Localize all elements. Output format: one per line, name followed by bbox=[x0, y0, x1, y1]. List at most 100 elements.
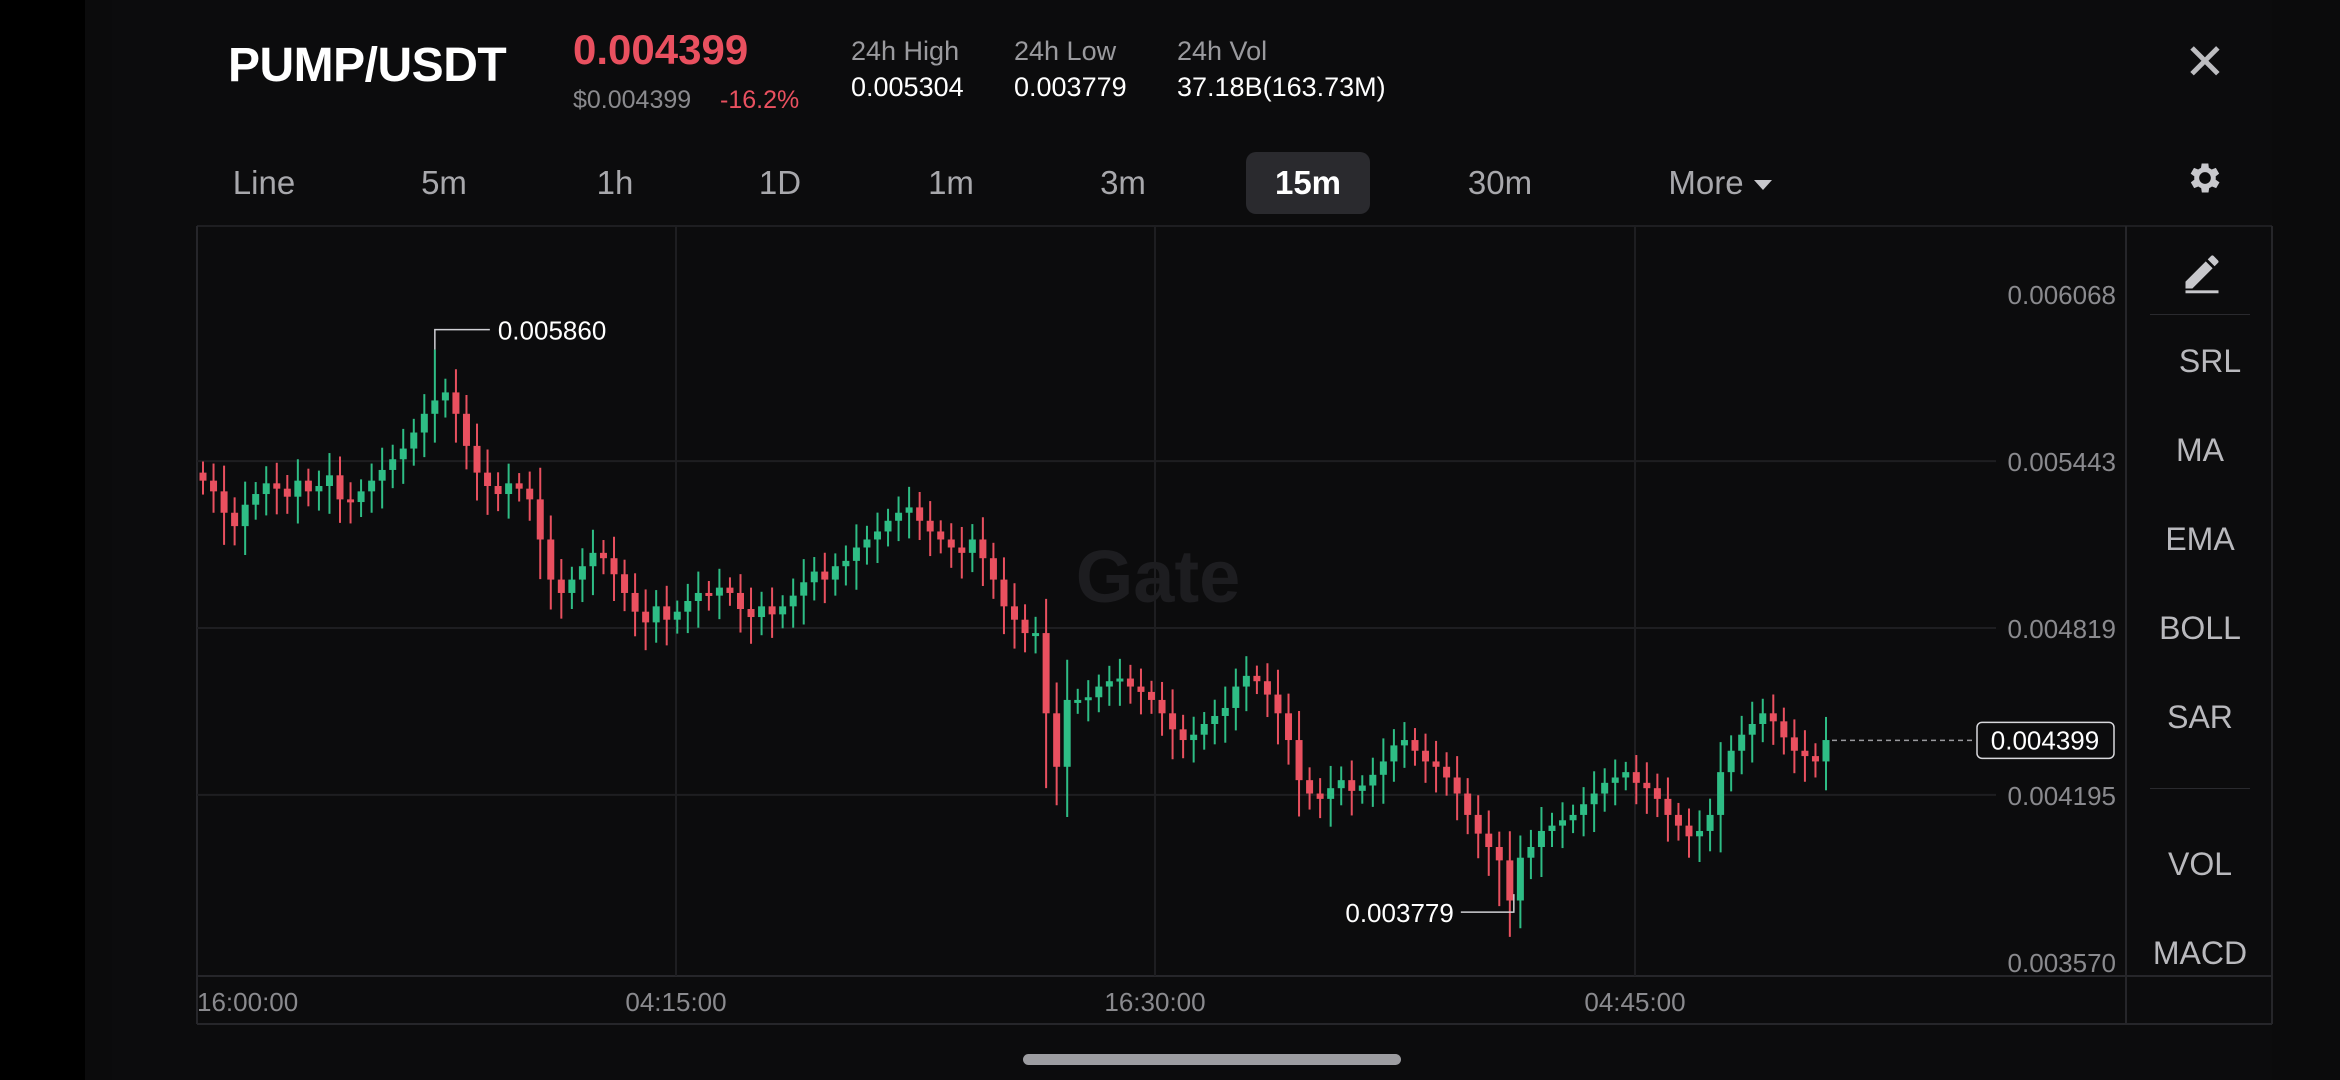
y-tick-label: 0.004195 bbox=[2008, 781, 2116, 811]
candle-down bbox=[1295, 740, 1303, 781]
candle-down bbox=[663, 606, 671, 620]
candle-up bbox=[1548, 825, 1556, 831]
tool-ema[interactable]: EMA bbox=[2165, 521, 2235, 557]
candle-up bbox=[1580, 804, 1588, 815]
candle-down bbox=[1453, 777, 1461, 794]
y-tick-label: 0.006068 bbox=[2008, 280, 2116, 310]
candle-down bbox=[283, 488, 291, 497]
candle-up bbox=[1190, 734, 1198, 741]
candle-down bbox=[220, 491, 228, 513]
candle-up bbox=[1527, 847, 1535, 858]
candle-down bbox=[1158, 699, 1166, 714]
candle-down bbox=[1274, 694, 1282, 714]
candle-down bbox=[1263, 681, 1271, 695]
tab-line[interactable]: Line bbox=[232, 164, 296, 201]
candle-down bbox=[1169, 713, 1177, 730]
candle-up bbox=[1327, 788, 1335, 799]
tab-more-label: More bbox=[1668, 164, 1744, 201]
candle-up bbox=[578, 566, 586, 580]
tab-3m[interactable]: 3m bbox=[1100, 164, 1146, 201]
tab-1d[interactable]: 1D bbox=[758, 164, 802, 201]
home-indicator[interactable] bbox=[1023, 1054, 1401, 1065]
candle-up bbox=[1759, 713, 1767, 725]
candle-up bbox=[1116, 678, 1124, 682]
last-price-tag-label: 0.004399 bbox=[1991, 725, 2099, 755]
tool-srl[interactable]: SRL bbox=[2178, 343, 2242, 379]
candle-up bbox=[1706, 814, 1714, 831]
candle-down bbox=[958, 547, 966, 553]
tool-vol[interactable]: VOL bbox=[2167, 846, 2233, 882]
candle-down bbox=[1790, 737, 1798, 751]
candle-down bbox=[1432, 761, 1440, 767]
candle-up bbox=[694, 592, 702, 601]
candle-down bbox=[631, 592, 639, 612]
tab-1h[interactable]: 1h bbox=[596, 164, 634, 201]
candle-down bbox=[1148, 691, 1156, 700]
candle-up bbox=[1738, 734, 1746, 751]
candle-up bbox=[1211, 715, 1219, 725]
tool-ma[interactable]: MA bbox=[2176, 432, 2224, 468]
candle-down bbox=[1316, 793, 1324, 799]
candle-up bbox=[831, 566, 839, 580]
tab-1m[interactable]: 1m bbox=[928, 164, 974, 201]
candle-up bbox=[1822, 740, 1830, 762]
candle-down bbox=[1780, 721, 1788, 738]
candle-up bbox=[378, 469, 386, 481]
candle-up bbox=[758, 606, 766, 618]
candle-up bbox=[1696, 830, 1704, 837]
candle-up bbox=[842, 560, 850, 567]
candle-down bbox=[1801, 750, 1809, 757]
candle-up bbox=[589, 552, 597, 567]
candle-down bbox=[1495, 847, 1503, 861]
candle-down bbox=[210, 480, 218, 492]
candle-down bbox=[821, 571, 829, 580]
tab-more[interactable]: More bbox=[1655, 152, 1785, 214]
tab-30m[interactable]: 30m bbox=[1467, 164, 1533, 201]
stat-high-value: 0.005304 bbox=[851, 72, 964, 102]
caret-down-icon bbox=[1753, 180, 1772, 191]
candle-down bbox=[515, 483, 523, 489]
tab-15m[interactable]: 15m bbox=[1246, 152, 1370, 214]
candle-down bbox=[621, 574, 629, 593]
tab-5m[interactable]: 5m bbox=[421, 164, 467, 201]
high-marker-line bbox=[434, 328, 490, 350]
candle-up bbox=[1242, 675, 1250, 687]
candle-down bbox=[947, 539, 955, 548]
candle-up bbox=[315, 486, 323, 492]
candle-up bbox=[1369, 774, 1377, 786]
candle-up bbox=[505, 483, 513, 495]
pencil-icon[interactable] bbox=[2180, 250, 2224, 294]
candle-up bbox=[684, 600, 692, 612]
candle-down bbox=[1126, 678, 1134, 687]
candle-up bbox=[800, 582, 808, 596]
tool-divider bbox=[2150, 314, 2250, 315]
candle-up bbox=[294, 480, 302, 497]
stat-high-label: 24h High bbox=[851, 36, 960, 66]
candle-up bbox=[1358, 785, 1366, 791]
candle-up bbox=[1717, 772, 1725, 815]
close-icon[interactable]: ✕ bbox=[2184, 34, 2226, 90]
candle-down bbox=[610, 558, 618, 575]
candle-up bbox=[968, 539, 976, 553]
tool-sar[interactable]: SAR bbox=[2167, 699, 2233, 735]
candle-down bbox=[273, 483, 281, 489]
usd-price: $0.004399 bbox=[573, 86, 692, 114]
candle-up bbox=[895, 512, 903, 521]
tool-macd[interactable]: MACD bbox=[2152, 935, 2248, 971]
candle-down bbox=[1474, 814, 1482, 834]
candle-down bbox=[547, 539, 555, 580]
candle-up bbox=[1337, 780, 1345, 789]
candle-up bbox=[1095, 686, 1103, 698]
candle-up bbox=[863, 539, 871, 548]
tool-boll[interactable]: BOLL bbox=[2159, 610, 2241, 646]
y-tick-label: 0.004819 bbox=[2008, 614, 2116, 644]
candle-up bbox=[1074, 699, 1082, 703]
candle-up bbox=[1516, 857, 1524, 901]
high-marker-label: 0.005860 bbox=[498, 316, 606, 346]
gear-icon[interactable] bbox=[2185, 158, 2225, 198]
candle-down bbox=[231, 512, 239, 527]
candle-up bbox=[810, 571, 818, 583]
candle-up bbox=[1379, 761, 1387, 775]
candle-down bbox=[768, 606, 776, 615]
